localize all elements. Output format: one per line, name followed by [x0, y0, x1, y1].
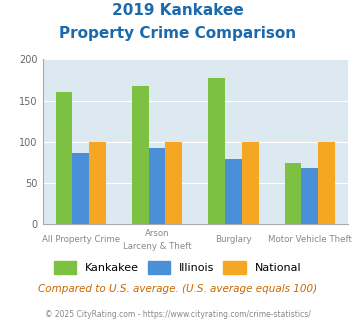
Bar — [301, 168, 318, 224]
Bar — [208, 78, 225, 224]
Bar — [89, 142, 106, 224]
Bar — [285, 163, 301, 224]
Text: Compared to U.S. average. (U.S. average equals 100): Compared to U.S. average. (U.S. average … — [38, 284, 317, 294]
Bar — [242, 142, 258, 224]
Text: Motor Vehicle Theft: Motor Vehicle Theft — [268, 235, 352, 244]
Bar — [318, 142, 335, 224]
Text: Arson: Arson — [145, 229, 169, 238]
Legend: Kankakee, Illinois, National: Kankakee, Illinois, National — [49, 256, 306, 278]
Bar — [225, 159, 242, 224]
Bar — [149, 148, 165, 224]
Text: Burglary: Burglary — [215, 235, 252, 244]
Bar — [72, 152, 89, 224]
Text: 2019 Kankakee: 2019 Kankakee — [111, 3, 244, 18]
Bar — [56, 92, 72, 224]
Text: Larceny & Theft: Larceny & Theft — [123, 242, 191, 250]
Bar — [132, 86, 149, 224]
Bar — [165, 142, 182, 224]
Text: All Property Crime: All Property Crime — [42, 235, 120, 244]
Text: Property Crime Comparison: Property Crime Comparison — [59, 26, 296, 41]
Text: © 2025 CityRating.com - https://www.cityrating.com/crime-statistics/: © 2025 CityRating.com - https://www.city… — [45, 310, 310, 319]
